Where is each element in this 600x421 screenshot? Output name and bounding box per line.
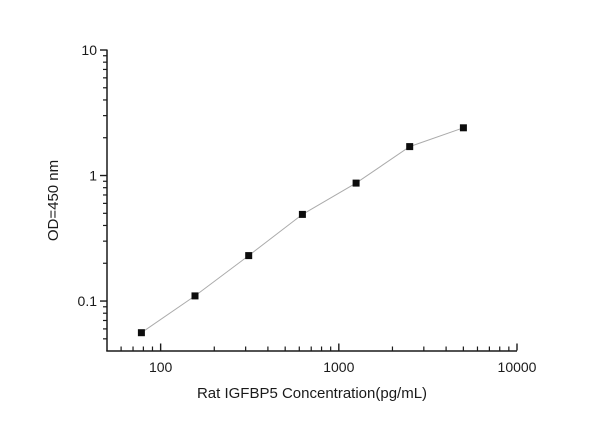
data-point-marker: [191, 292, 199, 300]
y-tick-label: 0.1: [78, 293, 98, 309]
x-tick-label: 10000: [498, 359, 537, 375]
data-point-marker: [298, 210, 306, 218]
data-point-marker: [245, 252, 253, 260]
plot-layer: [137, 124, 467, 337]
y-tick-label: 10: [81, 42, 97, 58]
y-axis-title: OD=450 nm: [45, 160, 62, 241]
x-axis-title: Rat IGFBP5 Concentration(pg/mL): [197, 385, 427, 402]
series-line: [141, 127, 464, 334]
axes-layer: 100 1000 10000 10 1 0.1: [78, 42, 537, 375]
x-tick-label: 1000: [323, 359, 354, 375]
data-point-marker: [352, 179, 360, 187]
data-point-marker: [406, 143, 414, 151]
x-tick-label: 100: [149, 359, 173, 375]
data-point-marker: [459, 124, 467, 132]
data-point-marker: [137, 329, 145, 337]
y-tick-label: 1: [89, 168, 97, 184]
